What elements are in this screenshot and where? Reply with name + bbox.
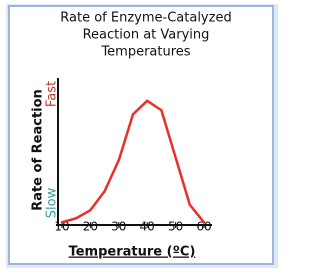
y-axis-label: Rate of Reaction xyxy=(31,89,46,211)
chart: Rate of Enzyme-Catalyzed Reaction at Var… xyxy=(6,4,278,268)
chart-title: Rate of Enzyme-Catalyzed xyxy=(60,11,231,26)
x-tick-label: 10 xyxy=(54,220,69,234)
page: {"chart_data": {"type": "line", "title":… xyxy=(6,4,278,268)
x-tick-label: 60 xyxy=(196,220,211,234)
x-tick-label: 20 xyxy=(83,220,98,234)
x-tick-label: 50 xyxy=(168,220,183,234)
chart-title: Reaction at Varying xyxy=(83,28,210,43)
y-axis-high-label: Fast xyxy=(45,81,60,107)
frame xyxy=(8,5,274,265)
x-tick-label: 40 xyxy=(140,220,155,234)
data-line xyxy=(60,99,206,224)
x-axis-label: Temperature (ºC) xyxy=(69,245,196,260)
chart-title: Temperatures xyxy=(100,45,190,60)
x-tick-label: 30 xyxy=(111,220,126,234)
y-axis-low-label: Slow xyxy=(45,187,60,218)
